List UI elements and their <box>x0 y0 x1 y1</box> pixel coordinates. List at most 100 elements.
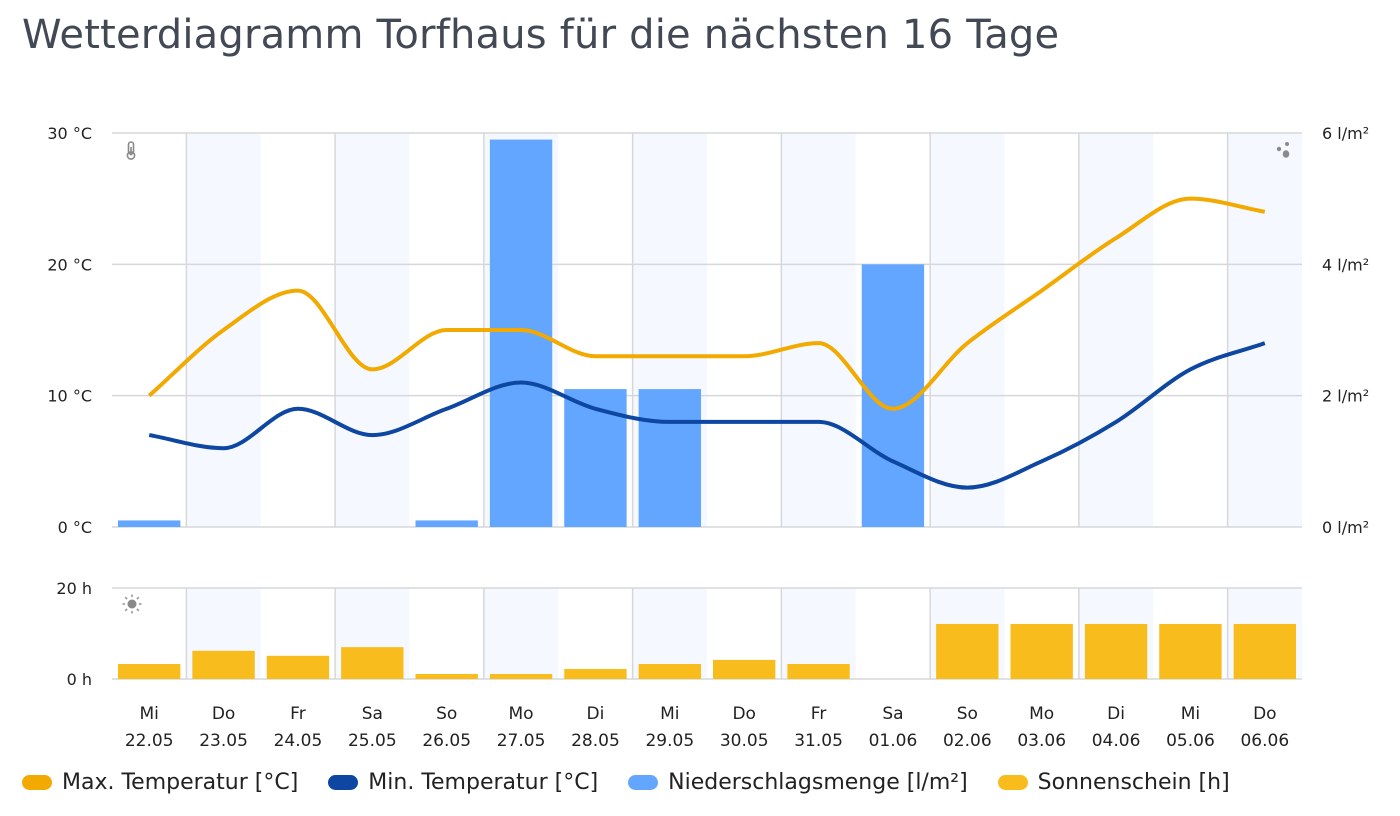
sunshine-bars <box>118 623 1296 679</box>
max-temperature-line <box>147 196 1266 411</box>
x-tick-day: Di <box>587 704 605 724</box>
legend-item-precipitation[interactable]: Niederschlagsmenge [l/m²] <box>628 770 968 795</box>
x-tick-day: Mi <box>660 704 679 724</box>
sun-ray <box>136 596 140 600</box>
x-tick-date: 03.06 <box>1017 731 1066 751</box>
sunshine-tick-label: 0 h <box>67 670 92 689</box>
sun-core <box>127 599 137 609</box>
x-tick-day: Do <box>732 704 756 724</box>
legend-label-precipitation: Niederschlagsmenge [l/m²] <box>668 770 968 795</box>
raindrop <box>1276 146 1282 152</box>
x-tick-date: 31.05 <box>794 731 843 751</box>
chart-title: Wetterdiagramm Torfhaus für die nächsten… <box>22 12 1060 58</box>
day-band-top <box>335 133 410 527</box>
sunshine-bar <box>564 668 627 679</box>
y-right-tick-label: 6 l/m² <box>1322 124 1369 143</box>
sunshine-tick-label: 20 h <box>56 579 92 598</box>
legend: Max. Temperatur [°C] Min. Temperatur [°C… <box>22 770 1260 795</box>
x-tick-day: Sa <box>882 704 903 724</box>
temperature-lines <box>147 196 1266 490</box>
sunshine-bar <box>341 647 404 679</box>
day-band-top <box>930 133 1005 527</box>
axis-labels: 0 °C 10 °C 20 °C 30 °C 0 l/m² 2 l/m² 4 l/m² 6 l… <box>47 124 1369 751</box>
day-band-top <box>1227 133 1302 527</box>
sunshine-bar <box>713 659 776 679</box>
x-tick-date: 05.06 <box>1166 731 1215 751</box>
raindrop <box>1282 150 1290 158</box>
legend-label-min-temp: Min. Temperatur [°C] <box>368 770 599 795</box>
x-tick-date: 27.05 <box>497 731 546 751</box>
min-temperature-line <box>148 341 1266 490</box>
x-tick-date: 22.05 <box>125 731 174 751</box>
x-tick-day: So <box>957 704 978 724</box>
sunshine-bar <box>936 623 999 679</box>
day-band-top <box>781 133 856 527</box>
legend-item-sunshine[interactable]: Sonnenschein [h] <box>997 770 1230 795</box>
legend-label-sunshine: Sonnenschein [h] <box>1037 770 1230 795</box>
x-tick-date: 23.05 <box>199 731 248 751</box>
x-tick-date: 24.05 <box>274 731 323 751</box>
x-tick-date: 29.05 <box>645 731 694 751</box>
day-bands <box>186 133 1302 679</box>
x-tick-day: Fr <box>290 704 306 724</box>
y-right-tick-label: 0 l/m² <box>1322 518 1369 537</box>
legend-item-max-temp[interactable]: Max. Temperatur [°C] <box>22 770 298 795</box>
precipitation-bar <box>415 520 478 527</box>
sun-ray <box>136 608 140 612</box>
sunshine-bar <box>118 663 181 679</box>
y-right-tick-label: 2 l/m² <box>1322 387 1369 406</box>
x-tick-day: Sa <box>362 704 383 724</box>
thermometer-icon <box>126 141 136 160</box>
legend-swatch-sunshine <box>997 775 1028 790</box>
sunshine-bar <box>1159 623 1222 679</box>
sunshine-bar <box>1233 623 1296 679</box>
precipitation-bar <box>638 389 701 527</box>
day-band-sunshine <box>632 588 707 679</box>
y-left-tick-label: 30 °C <box>47 124 92 143</box>
legend-swatch-max-temp <box>22 775 52 790</box>
precipitation-bar <box>118 520 181 527</box>
x-tick-date: 28.05 <box>571 731 620 751</box>
axis-icons <box>122 141 1290 614</box>
sunshine-bar <box>489 673 553 679</box>
x-tick-date: 06.06 <box>1240 731 1289 751</box>
legend-label-max-temp: Max. Temperatur [°C] <box>62 770 299 795</box>
precipitation-bar <box>489 139 553 528</box>
x-tick-day: Fr <box>811 704 827 724</box>
x-tick-day: So <box>436 704 457 724</box>
x-tick-day: Do <box>1253 704 1277 724</box>
sunshine-bar <box>415 673 478 679</box>
raindrops-icon <box>1276 142 1290 158</box>
sunshine-bar <box>192 650 255 679</box>
day-band-sunshine <box>781 588 856 679</box>
y-left-tick-label: 10 °C <box>47 387 92 406</box>
x-tick-day: Mi <box>139 704 158 724</box>
legend-item-min-temp[interactable]: Min. Temperatur [°C] <box>328 770 598 795</box>
x-tick-date: 01.06 <box>869 731 918 751</box>
legend-swatch-precipitation <box>628 775 659 790</box>
x-tick-day: Di <box>1107 704 1125 724</box>
x-tick-day: Mo <box>1029 704 1054 724</box>
y-left-tick-label: 20 °C <box>47 255 92 274</box>
raindrop <box>1285 142 1289 146</box>
sunshine-bar <box>1010 623 1073 679</box>
x-tick-date: 30.05 <box>720 731 769 751</box>
day-band-sunshine <box>483 588 559 679</box>
sunshine-bar <box>787 663 850 679</box>
y-left-tick-label: 0 °C <box>58 518 92 537</box>
sunshine-bar <box>638 663 701 679</box>
sunshine-bar <box>266 655 330 679</box>
x-tick-date: 26.05 <box>422 731 471 751</box>
day-band-top <box>1078 133 1154 527</box>
x-tick-day: Do <box>212 704 236 724</box>
sun-icon <box>122 594 142 614</box>
x-tick-date: 04.06 <box>1092 731 1141 751</box>
sun-ray <box>124 608 128 612</box>
x-tick-day: Mo <box>509 704 534 724</box>
x-tick-date: 02.06 <box>943 731 992 751</box>
legend-swatch-min-temp <box>328 775 359 790</box>
x-tick-date: 25.05 <box>348 731 397 751</box>
x-tick-day: Mi <box>1181 704 1200 724</box>
sun-ray <box>124 596 128 600</box>
